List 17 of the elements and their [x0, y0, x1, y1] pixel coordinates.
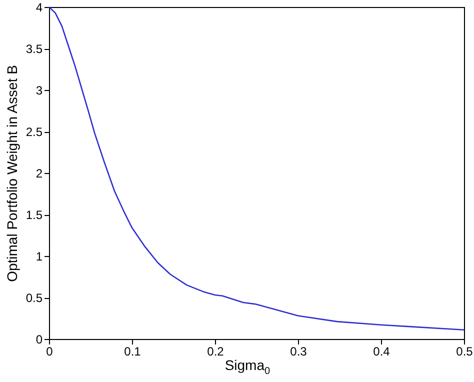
x-tick-label: 0.4 [373, 344, 390, 358]
y-tick-label: 1.5 [26, 208, 43, 222]
y-tick-label: 2 [36, 166, 43, 180]
y-tick-label: 3.5 [26, 42, 43, 56]
y-tick-label: 0 [36, 332, 43, 346]
y-axis-title: Optimal Portfolio Weight in Asset B [4, 65, 20, 282]
y-tick-label: 3 [36, 84, 43, 98]
y-tick-label: 4 [36, 0, 43, 14]
x-tick-label: 0 [46, 344, 54, 358]
x-tick-label: 0.5 [456, 344, 474, 358]
x-tick-label: 0.3 [290, 344, 308, 358]
y-tick-label: 0.5 [26, 291, 43, 305]
y-tick-label: 1 [36, 250, 43, 264]
y-tick-label: 2.5 [26, 125, 43, 139]
line-series [48, 6, 465, 331]
x-tick-label: 0.1 [124, 344, 142, 358]
x-tick-label: 0.2 [207, 344, 224, 358]
